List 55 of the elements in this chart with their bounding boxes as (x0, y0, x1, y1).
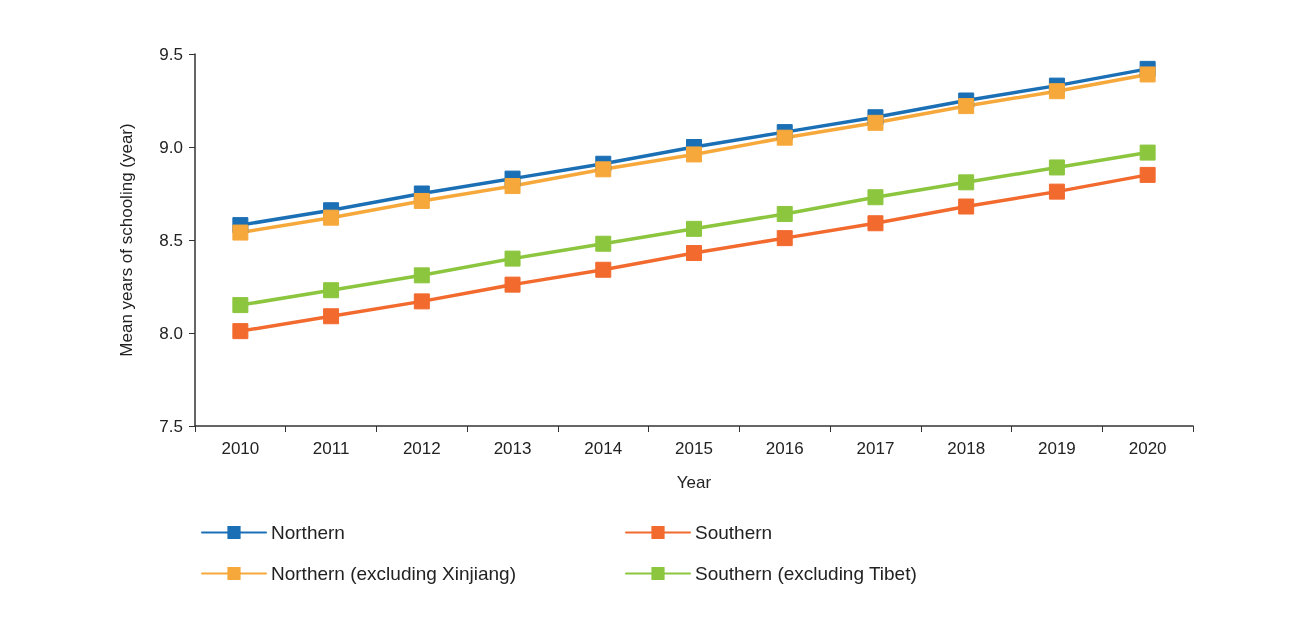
y-tick-label: 8.5 (159, 230, 183, 250)
point (1048, 183, 1065, 200)
y-tick-label: 7.5 (159, 416, 183, 436)
point (1048, 159, 1065, 176)
point (413, 192, 430, 209)
x-tick-label: 2016 (765, 439, 804, 458)
point (232, 297, 249, 314)
y-tick-label: 9.5 (159, 44, 183, 64)
x-tick-label: 2010 (221, 439, 260, 458)
point (1139, 166, 1156, 183)
point (867, 189, 884, 206)
y-axis-title: Mean years of schooling (year) (117, 123, 136, 357)
point (413, 293, 430, 310)
point (958, 174, 975, 191)
point (686, 245, 702, 262)
x-tick-label: 2013 (493, 439, 532, 458)
point (504, 276, 521, 293)
point (323, 209, 340, 226)
point (232, 323, 249, 340)
point (867, 114, 884, 131)
y-tick-label: 9.0 (159, 137, 183, 157)
point (323, 308, 340, 325)
point (504, 250, 521, 267)
point (413, 267, 430, 284)
point (595, 235, 612, 252)
point (867, 215, 884, 232)
legend-label: Southern (excluding Tibet) (695, 563, 917, 584)
point (323, 282, 340, 299)
point (776, 230, 793, 247)
legend-label: Northern (excluding Xinjiang) (271, 563, 517, 584)
point (958, 98, 975, 115)
x-tick-label: 2011 (312, 439, 350, 458)
x-tick-label: 2018 (947, 439, 986, 458)
x-axis-title: Year (676, 473, 712, 492)
legend-label: Northern (271, 522, 345, 543)
point (504, 178, 521, 195)
point (1048, 83, 1065, 100)
x-tick-label: 2019 (1037, 439, 1076, 458)
point (1139, 144, 1156, 161)
point (595, 261, 612, 278)
point (595, 161, 612, 178)
x-tick-label: 2014 (584, 439, 623, 458)
point (776, 205, 793, 222)
point (776, 129, 793, 146)
x-tick-label: 2017 (856, 439, 895, 458)
y-tick-label: 8.0 (159, 323, 183, 343)
point (686, 146, 702, 163)
legend-label: Southern (695, 522, 773, 543)
point (232, 224, 249, 241)
x-tick-label: 2015 (675, 439, 713, 458)
point (686, 220, 702, 237)
point (1139, 66, 1156, 83)
x-tick-label: 2020 (1128, 439, 1167, 458)
x-tick-label: 2012 (402, 439, 441, 458)
point (958, 198, 975, 215)
